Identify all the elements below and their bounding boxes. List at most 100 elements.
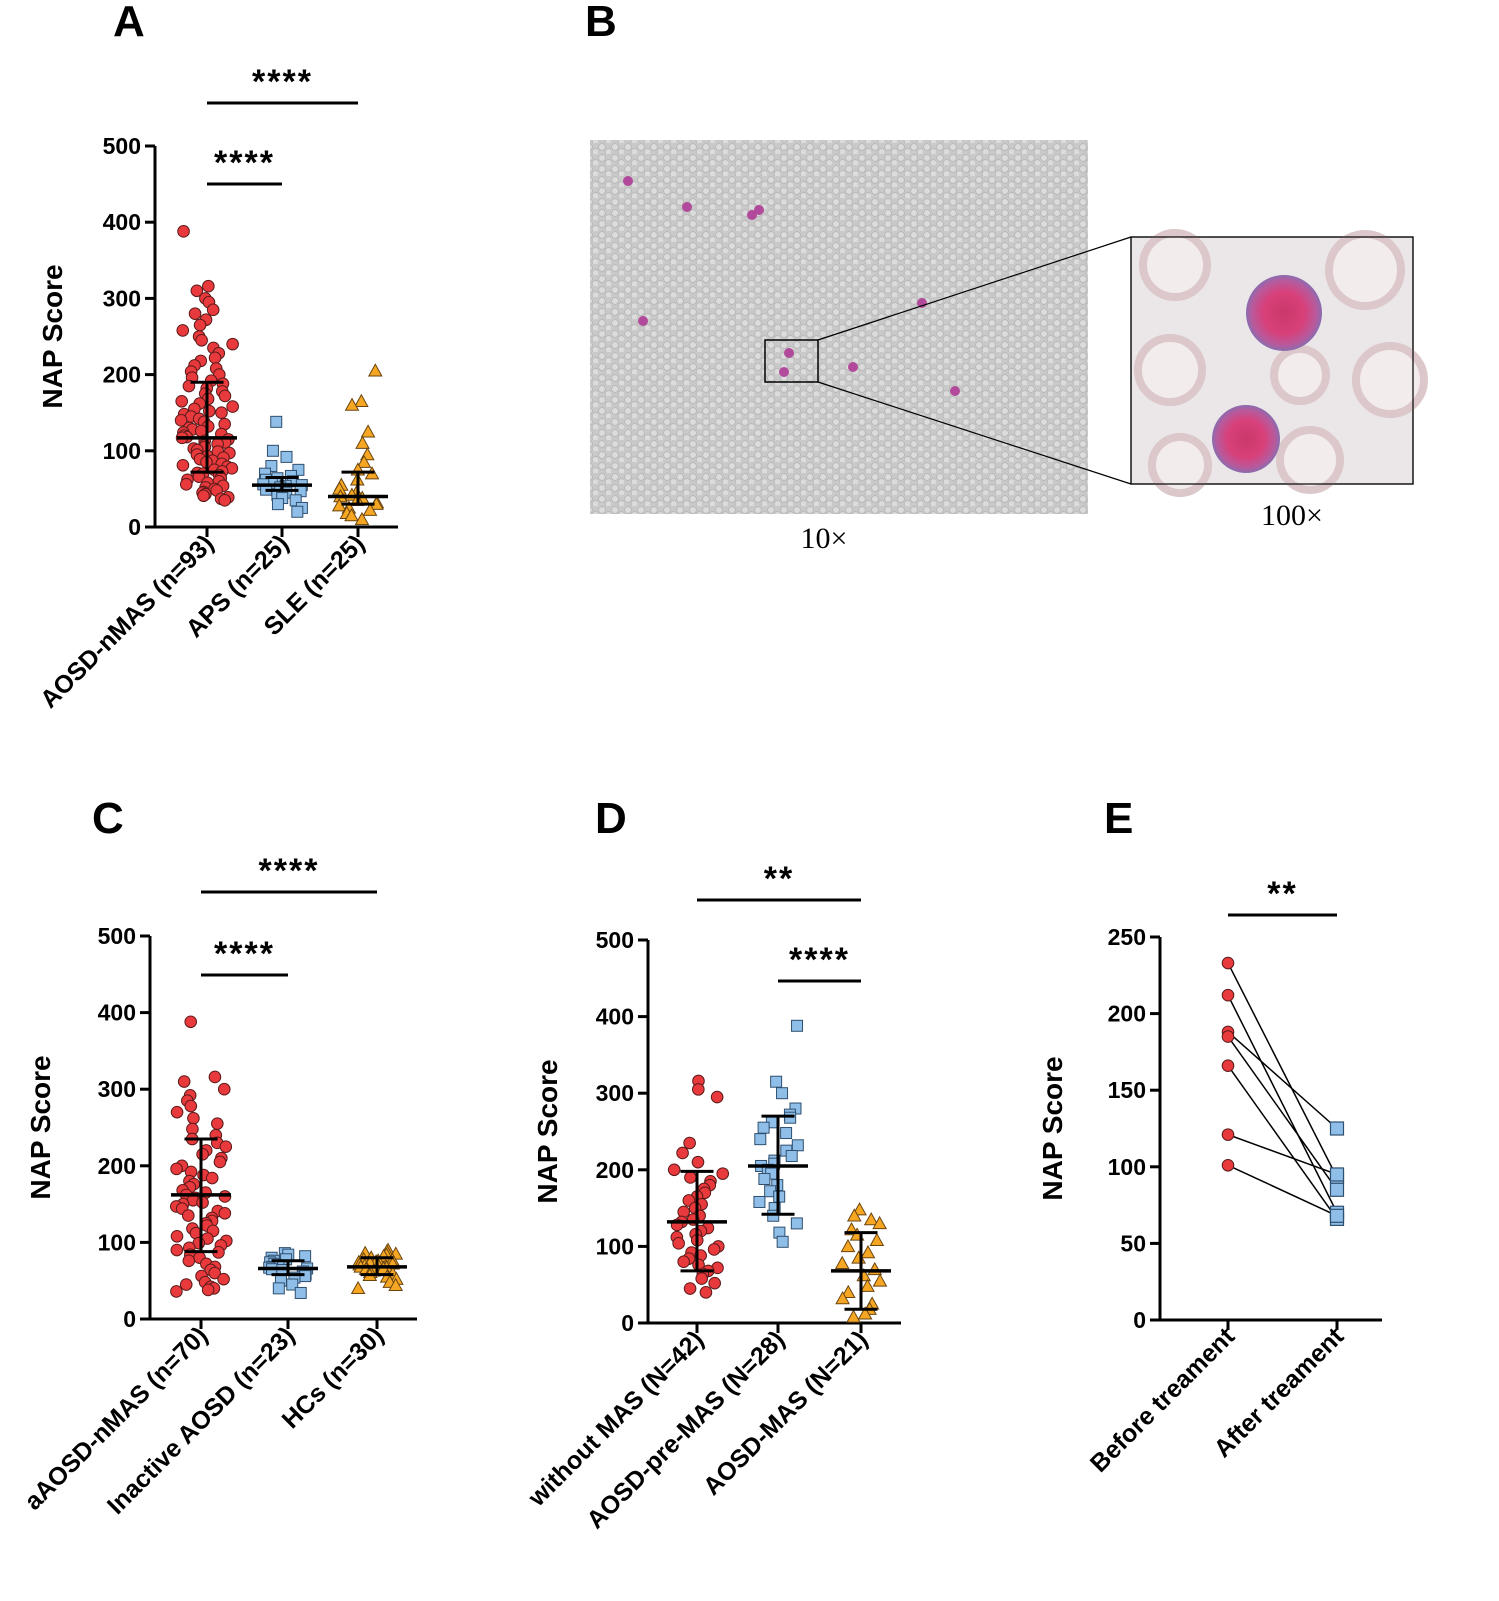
data-point (367, 363, 383, 377)
y-tick-label: 250 (1108, 924, 1146, 950)
y-tick-label: 400 (103, 209, 141, 235)
y-tick-label: 300 (596, 1080, 634, 1106)
data-point (177, 225, 190, 238)
series-3 (328, 363, 388, 526)
data-point (219, 1140, 233, 1153)
micrograph-10x (590, 140, 1088, 514)
data-point (176, 324, 190, 337)
data-point (707, 1243, 721, 1256)
data-point (294, 1286, 307, 1299)
data-point (355, 435, 370, 449)
zoom-line-top (817, 236, 1132, 341)
data-point (179, 478, 193, 491)
data-point (208, 1070, 222, 1084)
data-point (213, 1155, 227, 1169)
panel-letter-b: B (585, 0, 617, 46)
pair-line (1227, 994, 1338, 1214)
data-point-before (1221, 1158, 1235, 1172)
panel-letter-a: A (113, 0, 145, 46)
data-point (753, 1195, 766, 1208)
significance-label: **** (214, 144, 275, 182)
magnification-high-label: 100× (1261, 499, 1323, 532)
data-point (182, 1254, 196, 1268)
data-point (170, 1285, 183, 1298)
zoom-box (764, 339, 819, 383)
pair-line (1227, 1031, 1338, 1130)
data-point (286, 1278, 299, 1291)
data-point-before (1221, 956, 1235, 970)
data-point (785, 1150, 798, 1163)
data-point (791, 1019, 804, 1032)
data-point (265, 460, 278, 473)
data-point (217, 1082, 231, 1096)
data-point (344, 397, 360, 411)
data-point-after (1329, 1121, 1345, 1136)
y-axis-label: NAP Score (25, 1055, 56, 1199)
y-tick-label: 200 (98, 1153, 136, 1179)
data-point (784, 1111, 797, 1124)
data-point (196, 1196, 209, 1209)
data-point (846, 1309, 861, 1323)
data-point (846, 1208, 862, 1222)
data-point (667, 1163, 681, 1177)
micrograph-panel: 10× 100× (590, 140, 1428, 555)
data-point (197, 489, 210, 503)
data-point (776, 1235, 789, 1248)
data-point (872, 1215, 887, 1230)
data-point (170, 1229, 184, 1243)
data-point (184, 1099, 198, 1113)
data-point (270, 415, 283, 428)
y-tick-label: 0 (621, 1310, 634, 1336)
x-category-label: AOSD-MAS (N=21) (698, 1325, 873, 1500)
data-point (710, 1090, 724, 1104)
data-point (170, 1243, 184, 1257)
data-point (266, 444, 279, 457)
y-tick-label: 0 (1133, 1307, 1146, 1333)
zoom-line-bottom (817, 381, 1132, 485)
data-point (201, 1283, 215, 1297)
data-point (757, 1121, 770, 1134)
pair-line (1227, 1133, 1338, 1176)
data-point (208, 351, 222, 365)
series-1 (174, 225, 239, 507)
data-point (218, 1206, 232, 1220)
data-point (676, 1146, 689, 1160)
data-point (691, 1155, 705, 1169)
data-point (190, 284, 204, 298)
pair-line (1227, 1164, 1338, 1217)
data-point (218, 494, 232, 507)
series-2 (748, 1019, 808, 1248)
data-point (203, 404, 216, 418)
data-point (791, 1139, 804, 1152)
data-point (684, 1171, 697, 1184)
y-tick-label: 400 (596, 1004, 634, 1030)
data-point (188, 307, 202, 320)
series-3 (347, 1242, 407, 1295)
y-tick-label: 100 (103, 438, 141, 464)
y-tick-label: 500 (596, 927, 634, 953)
data-point (195, 334, 208, 347)
y-tick-label: 400 (98, 1000, 136, 1026)
data-point (872, 1273, 888, 1287)
y-tick-label: 200 (1108, 1001, 1146, 1027)
x-category-label: Before treament (1085, 1322, 1241, 1478)
data-point (767, 1209, 780, 1222)
data-point (280, 450, 293, 463)
data-point (175, 394, 189, 408)
data-point (170, 1162, 183, 1176)
data-point (867, 1261, 883, 1276)
data-point (860, 1278, 875, 1292)
data-point (695, 1272, 709, 1285)
data-point (344, 508, 359, 522)
data-point (205, 1171, 219, 1185)
data-point (299, 1250, 312, 1263)
series-2 (258, 1247, 318, 1299)
data-point (683, 1136, 696, 1150)
pair-line (1227, 1036, 1338, 1191)
pair-line (1227, 962, 1338, 1178)
data-point (181, 1209, 195, 1222)
data-point (187, 1112, 200, 1125)
